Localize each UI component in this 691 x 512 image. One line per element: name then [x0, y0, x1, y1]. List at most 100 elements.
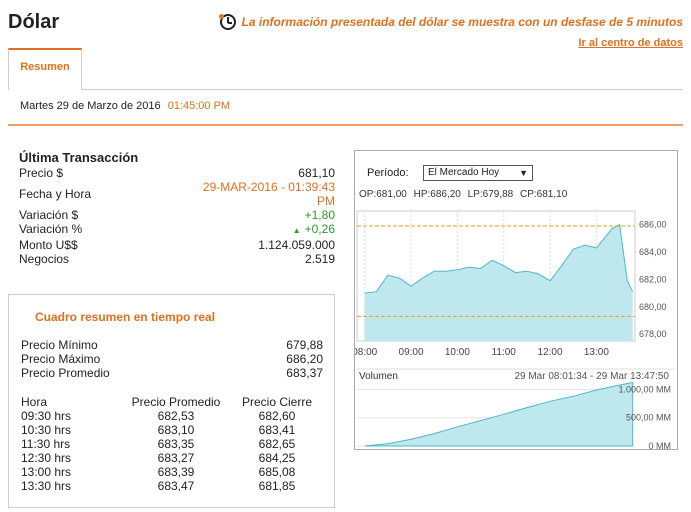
datacenter-link[interactable]: Ir al centro de datos: [578, 37, 683, 49]
table-row: 09:30 hrs 682,53 682,60: [21, 409, 323, 423]
row-value-wrap: ▲ +0,26: [293, 222, 335, 238]
delay-notice-text: La información presentada del dólar se m…: [241, 15, 683, 29]
price-area: [364, 224, 633, 341]
cell-avg: 683,10: [157, 423, 195, 437]
row-variation-amount: Variación $ +1,80: [19, 208, 335, 222]
last-transaction: Última Transacción Precio $ 681,10 Fecha…: [19, 150, 335, 266]
x-tick-label: 08:00: [355, 347, 378, 358]
stat-row: Precio Mínimo 679,88: [21, 338, 323, 352]
cell-hour: 13:00 hrs: [21, 465, 72, 479]
tab-divider: [8, 89, 683, 90]
cell-close: 682,65: [258, 437, 296, 451]
cell-avg: 683,39: [157, 465, 195, 479]
realtime-summary: Cuadro resumen en tiempo real Precio Mín…: [8, 294, 335, 508]
stat-label: Precio Promedio: [21, 366, 110, 380]
row-amount: Monto U$$ 1.124.059.000: [19, 238, 335, 252]
chevron-down-icon: ▼: [519, 168, 528, 178]
row-value: 1.124.059.000: [258, 238, 335, 252]
row-value: 681,10: [298, 166, 335, 180]
row-variation-percent: Variación % ▲ +0,26: [19, 222, 335, 238]
cell-close: 681,85: [258, 479, 296, 493]
up-arrow-icon: ▲: [292, 226, 301, 235]
volume-tick-label: 0 MM: [649, 441, 672, 451]
cell-hour: 12:30 hrs: [21, 451, 72, 465]
y-tick-label: 678,00: [639, 329, 667, 339]
row-value: 29-MAR-2016 - 01:39:43 PM: [202, 180, 335, 208]
summary-title: Cuadro resumen en tiempo real: [35, 310, 216, 324]
table-row: 12:30 hrs 683,27 684,25: [21, 451, 323, 465]
row-label: Variación $: [19, 208, 79, 222]
volume-label: Volumen: [359, 371, 398, 382]
x-tick-label: 12:00: [538, 347, 563, 358]
x-tick-label: 11:00: [492, 347, 517, 358]
row-value: 2.519: [304, 252, 335, 266]
tab-resumen[interactable]: Resumen: [8, 48, 82, 90]
cell-avg: 683,47: [157, 479, 195, 493]
row-label: Monto U$$: [19, 238, 78, 252]
date-line: Martes 29 de Marzo de 2016 01:45:00 PM: [20, 100, 230, 112]
row-value: +1,80: [304, 208, 335, 222]
chart-panel: Período: El Mercado Hoy ▼ OP:681,00 HP:6…: [354, 150, 678, 451]
cell-close: 683,41: [258, 423, 296, 437]
summary-stats: Precio Mínimo 679,88 Precio Máximo 686,2…: [21, 338, 323, 380]
cell-avg: 682,53: [157, 409, 195, 423]
stat-value: 683,37: [286, 366, 323, 380]
ohlc-readout: OP:681,00 HP:686,20 LP:679,88 CP:681,10: [359, 189, 568, 200]
table-row: 13:30 hrs 683,47 681,85: [21, 479, 323, 493]
price-line: [364, 223, 634, 294]
cell-hour: 10:30 hrs: [21, 423, 72, 437]
row-datetime: Fecha y Hora 29-MAR-2016 - 01:39:43 PM: [19, 180, 335, 208]
delay-notice: La información presentada del dólar se m…: [218, 14, 683, 30]
cell-close: 682,60: [258, 409, 296, 423]
row-label: Fecha y Hora: [19, 187, 92, 201]
row-value: +0,26: [304, 222, 335, 236]
page-title: Dólar: [8, 11, 60, 33]
volume-range: 29 Mar 08:01:34 - 29 Mar 13:47:50: [514, 371, 669, 382]
date-time: 01:45:00 PM: [167, 100, 231, 112]
cell-avg: 683,27: [157, 451, 195, 465]
table-row: 13:00 hrs 683,39 685,08: [21, 465, 323, 479]
section-divider: [8, 124, 683, 126]
cell-hour: 09:30 hrs: [21, 409, 72, 423]
hourly-table: Hora Precio Promedio Precio Cierre 09:30…: [21, 395, 323, 493]
row-label: Variación %: [19, 222, 83, 236]
stat-value: 686,20: [286, 352, 323, 366]
y-tick-label: 686,00: [639, 220, 667, 230]
header-close: Precio Cierre: [241, 395, 313, 409]
volume-area: [364, 381, 634, 447]
cell-close: 684,25: [258, 451, 296, 465]
table-row: 10:30 hrs 683,10 683,41: [21, 423, 323, 437]
stat-label: Precio Mínimo: [21, 338, 98, 352]
x-tick-label: 10:00: [445, 347, 470, 358]
period-select-value: El Mercado Hoy: [428, 167, 500, 178]
stat-row: Precio Promedio 683,37: [21, 366, 323, 380]
last-transaction-title: Última Transacción: [19, 150, 139, 165]
stat-label: Precio Máximo: [21, 352, 101, 366]
y-tick-label: 680,00: [639, 302, 667, 312]
volume-tick-label: 500,00 MM: [626, 413, 671, 423]
y-tick-label: 684,00: [639, 247, 667, 257]
y-tick-label: 682,00: [639, 274, 667, 284]
row-label: Precio $: [19, 166, 64, 180]
header-hora: Hora: [21, 395, 48, 409]
x-tick-label: 09:00: [399, 347, 424, 358]
x-tick-label: 13:00: [584, 347, 609, 358]
period-label: Período:: [367, 167, 409, 179]
price-chart: 686,00 684,00 682,00 680,00 678,00 08:00 09:00…: [355, 210, 675, 451]
stat-row: Precio Máximo 686,20: [21, 352, 323, 366]
row-deals: Negocios 2.519: [19, 252, 335, 266]
clock-icon: [218, 14, 236, 30]
row-label: Negocios: [19, 252, 70, 266]
table-header: Hora Precio Promedio Precio Cierre: [21, 395, 323, 409]
cell-hour: 13:30 hrs: [21, 479, 72, 493]
cell-close: 685,08: [258, 465, 296, 479]
volume-tick-label: 1.000,00 MM: [618, 384, 671, 394]
row-price: Precio $ 681,10: [19, 166, 335, 180]
cell-hour: 11:30 hrs: [21, 437, 71, 451]
header-avg: Precio Promedio: [131, 395, 221, 409]
date-text: Martes 29 de Marzo de 2016: [20, 100, 161, 112]
cell-avg: 683,35: [157, 437, 195, 451]
table-row: 11:30 hrs 683,35 682,65: [21, 437, 323, 451]
stat-value: 679,88: [286, 338, 323, 352]
period-select[interactable]: El Mercado Hoy ▼: [423, 165, 533, 181]
